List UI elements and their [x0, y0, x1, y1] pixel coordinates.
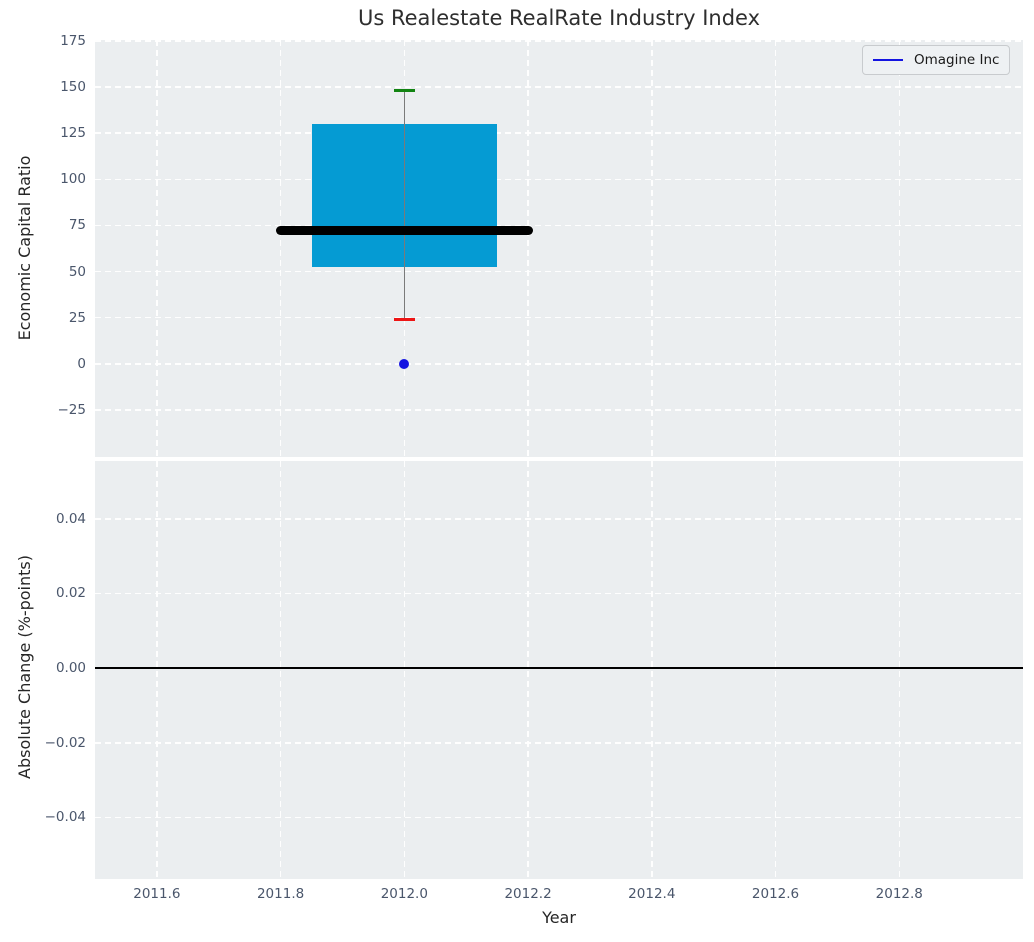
- y-axis-label-top: Economic Capital Ratio: [15, 155, 34, 341]
- x-tick-label: 2011.6: [133, 886, 181, 902]
- x-tick-label: 2012.4: [628, 886, 676, 902]
- data-point-omagine-inc: [399, 358, 410, 369]
- y-tick-label: 75: [68, 217, 86, 234]
- gridline-horizontal: [95, 518, 1023, 520]
- gridline-horizontal: [95, 270, 1023, 273]
- bottom-plot-area: [95, 461, 1023, 879]
- zero-line: [95, 667, 1023, 669]
- gridline-vertical: [774, 461, 777, 879]
- box-whisker-line: [403, 90, 405, 320]
- gridline-vertical: [898, 461, 901, 879]
- gridline-horizontal: [95, 363, 1023, 365]
- y-tick-label: 50: [68, 263, 86, 280]
- top-plot-area: [95, 40, 1023, 457]
- legend: Omagine Inc: [862, 45, 1011, 75]
- gridline-vertical: [156, 40, 158, 457]
- gridline-horizontal: [95, 178, 1023, 181]
- gridline-vertical: [527, 40, 529, 457]
- gridline-horizontal: [95, 316, 1023, 319]
- gridline-horizontal: [95, 132, 1023, 134]
- y-tick-label: 0: [77, 355, 86, 372]
- y-tick-label: 125: [60, 125, 86, 142]
- gridline-vertical: [403, 461, 406, 879]
- y-tick-label: −0.04: [44, 809, 86, 826]
- y-tick-label: 0.00: [55, 660, 86, 677]
- x-tick-label: 2011.8: [256, 886, 305, 902]
- gridline-vertical: [279, 461, 282, 879]
- gridline-vertical: [279, 40, 282, 457]
- chart-title: Us Realestate RealRate Industry Index: [357, 6, 760, 30]
- gridline-vertical: [156, 461, 158, 879]
- gridline-horizontal: [95, 86, 1023, 88]
- gridline-vertical: [774, 40, 777, 457]
- y-tick-label: −25: [57, 401, 87, 418]
- y-tick-label: 0.04: [55, 510, 86, 527]
- gridline-vertical: [651, 461, 653, 879]
- whisker-cap-10th: [393, 318, 416, 322]
- gridline-horizontal: [95, 224, 1023, 227]
- y-tick-label: 100: [60, 171, 86, 188]
- whisker-cap-90th: [393, 89, 416, 93]
- legend-line-icon: [873, 58, 903, 62]
- y-tick-label: 175: [60, 32, 86, 49]
- gridline-horizontal: [95, 592, 1023, 595]
- legend-label: Omagine Inc: [914, 52, 1000, 68]
- x-tick-label: 2012.0: [380, 886, 428, 902]
- gridline-horizontal: [95, 742, 1023, 744]
- median-line: [275, 226, 533, 236]
- gridline-vertical: [527, 461, 529, 879]
- x-tick-label: 2012.8: [875, 886, 923, 902]
- y-tick-label: 25: [68, 309, 86, 326]
- x-tick-label: 2012.2: [504, 886, 552, 902]
- x-tick-label: 2012.6: [751, 886, 800, 902]
- gridline-horizontal: [95, 816, 1023, 819]
- gridline-vertical: [651, 40, 653, 457]
- y-tick-label: 150: [60, 79, 86, 96]
- gridline-vertical: [898, 40, 901, 457]
- y-tick-label: 0.02: [55, 585, 86, 602]
- gridline-horizontal: [95, 40, 1023, 42]
- gridline-horizontal: [95, 409, 1023, 411]
- x-axis-label: Year: [542, 908, 576, 927]
- y-tick-label: −0.02: [44, 734, 86, 751]
